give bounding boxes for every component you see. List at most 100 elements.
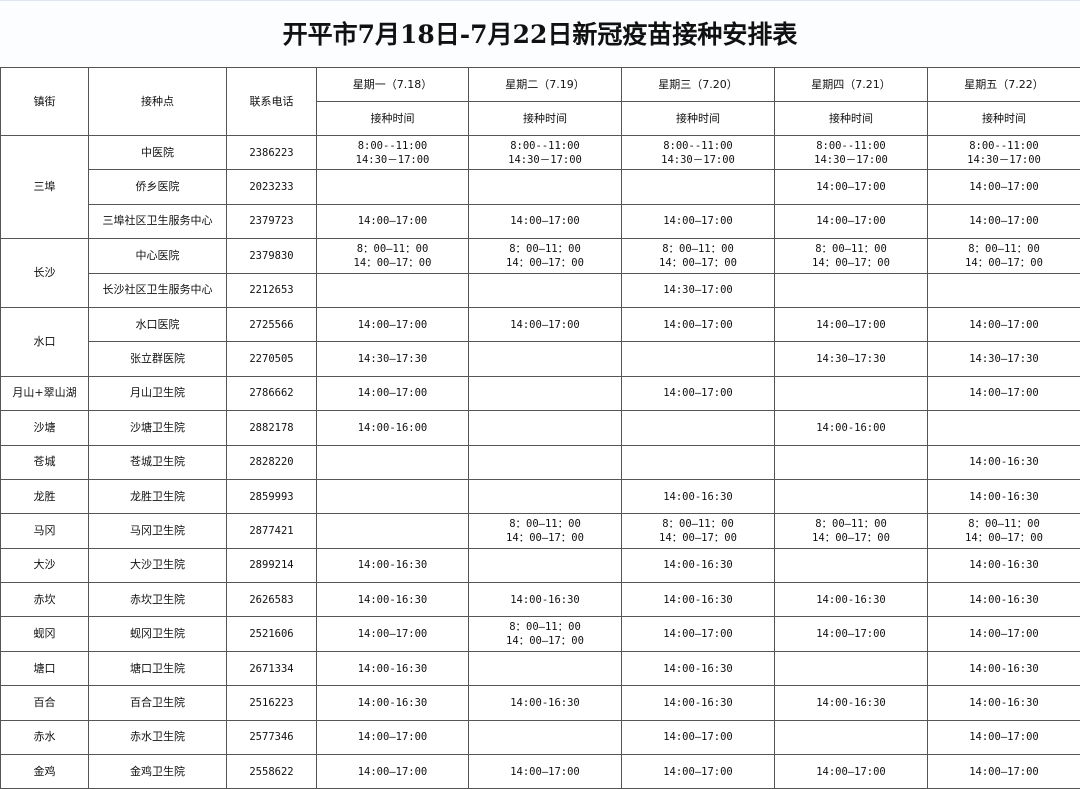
time-cell: 8：00—11：00 14：00—17：00 (317, 239, 469, 273)
time-cell (317, 479, 469, 513)
time-cell (775, 548, 928, 582)
header-phone: 联系电话 (227, 68, 317, 136)
time-cell (622, 445, 775, 479)
phone-cell: 2516223 (227, 686, 317, 720)
header-time-label: 接种时间 (622, 102, 775, 136)
header-day: 星期四（7.21） (775, 68, 928, 102)
time-cell: 14:00-16:30 (928, 479, 1080, 513)
site-cell: 百合卫生院 (89, 686, 227, 720)
time-cell (775, 273, 928, 307)
phone-cell: 2877421 (227, 514, 317, 548)
town-cell: 大沙 (1, 548, 89, 582)
time-cell: 14:00-16:30 (928, 445, 1080, 479)
site-cell: 赤坎卫生院 (89, 583, 227, 617)
time-cell (928, 411, 1080, 445)
town-cell: 三埠 (1, 136, 89, 239)
time-cell: 14:00-16:30 (775, 583, 928, 617)
time-cell: 14:00—17:00 (622, 376, 775, 410)
time-cell (317, 445, 469, 479)
phone-cell: 2899214 (227, 548, 317, 582)
site-cell: 中心医院 (89, 239, 227, 273)
time-cell (928, 273, 1080, 307)
site-cell: 沙塘卫生院 (89, 411, 227, 445)
time-cell: 8：00—11：00 14：00—17：00 (928, 239, 1080, 273)
header-time-label: 接种时间 (317, 102, 469, 136)
time-cell: 8：00—11：00 14：00—17：00 (469, 514, 622, 548)
site-cell: 张立群医院 (89, 342, 227, 376)
header-day: 星期五（7.22） (928, 68, 1080, 102)
time-cell: 14:00—17:00 (775, 307, 928, 341)
time-cell (469, 548, 622, 582)
time-cell: 8：00—11：00 14：00—17：00 (469, 617, 622, 651)
time-cell (775, 651, 928, 685)
header-time-label: 接种时间 (775, 102, 928, 136)
time-cell: 14:30—17:30 (317, 342, 469, 376)
time-cell (469, 445, 622, 479)
time-cell: 14:00-16:30 (622, 548, 775, 582)
town-cell: 沙塘 (1, 411, 89, 445)
time-cell: 14:00—17:00 (775, 617, 928, 651)
time-cell: 14:00-16:30 (622, 583, 775, 617)
time-cell (775, 720, 928, 754)
time-cell: 14:00-16:30 (622, 479, 775, 513)
time-cell: 14:00—17:00 (317, 376, 469, 410)
time-cell: 14:00—17:00 (928, 170, 1080, 204)
site-cell: 蚬冈卫生院 (89, 617, 227, 651)
town-cell: 赤坎 (1, 583, 89, 617)
time-cell: 14:30—17:00 (622, 273, 775, 307)
time-cell (317, 273, 469, 307)
time-cell: 14:00—17:00 (928, 755, 1080, 789)
time-cell (469, 376, 622, 410)
phone-cell: 2671334 (227, 651, 317, 685)
time-cell: 14:00-16:00 (317, 411, 469, 445)
time-cell: 14:00-16:30 (469, 686, 622, 720)
town-cell: 马冈 (1, 514, 89, 548)
town-cell: 水口 (1, 307, 89, 376)
time-cell (622, 342, 775, 376)
vaccination-schedule-table: 镇街 接种点 联系电话 星期一（7.18） 星期二（7.19） 星期三（7.20… (0, 67, 1080, 789)
time-cell: 14:00-16:30 (928, 583, 1080, 617)
header-town: 镇街 (1, 68, 89, 136)
time-cell: 14:00—17:00 (928, 617, 1080, 651)
site-cell: 大沙卫生院 (89, 548, 227, 582)
time-cell: 8:00--11:00 14:30－17:00 (622, 136, 775, 170)
town-cell: 龙胜 (1, 479, 89, 513)
phone-cell: 2270505 (227, 342, 317, 376)
phone-cell: 2558622 (227, 755, 317, 789)
time-cell (469, 273, 622, 307)
time-cell: 14:00—17:00 (928, 307, 1080, 341)
header-day: 星期三（7.20） (622, 68, 775, 102)
town-cell: 苍城 (1, 445, 89, 479)
site-cell: 赤水卫生院 (89, 720, 227, 754)
time-cell: 14:00-16:30 (317, 651, 469, 685)
time-cell: 14:00-16:30 (928, 651, 1080, 685)
time-cell: 14:30—17:30 (928, 342, 1080, 376)
time-cell (469, 170, 622, 204)
time-cell: 14:00—17:00 (622, 204, 775, 238)
time-cell (622, 411, 775, 445)
time-cell: 8：00—11：00 14：00—17：00 (775, 514, 928, 548)
site-cell: 马冈卫生院 (89, 514, 227, 548)
site-cell: 塘口卫生院 (89, 651, 227, 685)
phone-cell: 2386223 (227, 136, 317, 170)
time-cell: 8：00—11：00 14：00—17：00 (622, 239, 775, 273)
time-cell: 14:00—17:00 (317, 617, 469, 651)
time-cell: 14:00—17:00 (317, 307, 469, 341)
header-time-label: 接种时间 (469, 102, 622, 136)
time-cell (469, 342, 622, 376)
header-row-days: 镇街 接种点 联系电话 星期一（7.18） 星期二（7.19） 星期三（7.20… (1, 68, 1080, 102)
time-cell: 8：00—11：00 14：00—17：00 (775, 239, 928, 273)
time-cell (622, 170, 775, 204)
time-cell: 8：00—11：00 14：00—17：00 (928, 514, 1080, 548)
phone-cell: 2786662 (227, 376, 317, 410)
